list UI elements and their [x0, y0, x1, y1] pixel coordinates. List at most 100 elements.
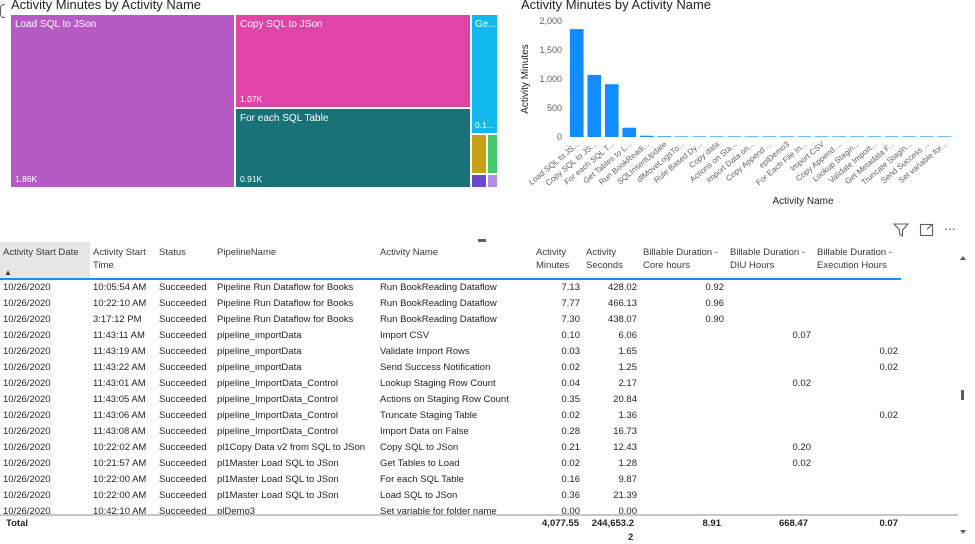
scroll-up-arrow[interactable]	[960, 256, 966, 260]
more-options-button[interactable]: ···	[944, 220, 956, 236]
column-header-activity-start-date[interactable]: Activity Start Date ▲	[0, 242, 90, 279]
treemap-cell-value: 1.07K	[240, 94, 263, 104]
bar-17[interactable]	[849, 136, 864, 137]
table-row[interactable]: 10/26/2020 10:21:57 AM Succeeded pl1Master …	[0, 456, 901, 472]
table-cell: Pipeline Run Dataflow for Books	[217, 314, 354, 325]
bar-11[interactable]	[744, 136, 759, 137]
bar-9[interactable]	[709, 136, 724, 137]
treemap-cell-small-1[interactable]	[471, 134, 487, 174]
table-row[interactable]: 10/26/2020 10:42:10 AM Succeeded plDemo3 Set…	[0, 504, 901, 520]
focus-mode-icon[interactable]	[919, 223, 935, 237]
table-row[interactable]: 10/26/2020 10:22:10 AM Succeeded Pipeline R…	[0, 296, 901, 312]
table-visual[interactable]: Activity Start Date ▲ Activity Start Tim…	[0, 242, 958, 543]
filter-icon[interactable]	[893, 223, 909, 237]
bar-6[interactable]	[657, 136, 672, 137]
visual-resize-handle[interactable]	[478, 239, 486, 242]
table-row[interactable]: 10/26/2020 11:43:22 AM Succeeded pipeline_i…	[0, 360, 901, 376]
table-row[interactable]: 10/26/2020 11:43:08 AM Succeeded pipeline_I…	[0, 424, 901, 440]
table-row[interactable]: 10/26/2020 10:05:54 AM Succeeded Pipeline R…	[0, 278, 901, 296]
bar-8[interactable]	[692, 136, 707, 137]
table-cell	[640, 344, 727, 360]
column-header-activity-minutes[interactable]: Activity Minutes	[536, 247, 570, 271]
bar-14[interactable]	[797, 136, 812, 137]
table-total-row: Total 4,077.55 244,653.2 2 8.91 668.47 0…	[0, 514, 901, 544]
bar-5[interactable]	[639, 135, 654, 137]
bar-chart-visual[interactable]: Activity Minutes by Activity Name 0 500 1,…	[515, 0, 975, 215]
table-cell: Succeeded	[156, 278, 214, 296]
treemap-cell-copy-sql-to-json[interactable]: Copy SQL to JSon 1.07K	[235, 14, 471, 108]
bar-10[interactable]	[727, 136, 742, 137]
table-cell	[727, 392, 814, 408]
bar-21[interactable]	[919, 136, 934, 137]
table-row[interactable]: 10/26/2020 10:22:02 AM Succeeded pl1Copy Da…	[0, 440, 901, 456]
table-row[interactable]: 10/26/2020 3:17:12 PM Succeeded Pipeline Ru…	[0, 312, 901, 328]
column-header-execution-hours[interactable]: Billable Duration - Execution Hours	[817, 247, 892, 271]
scroll-down-arrow[interactable]	[960, 530, 966, 534]
table-cell: 0.02	[879, 362, 899, 373]
table-cell	[814, 392, 901, 408]
table-row[interactable]: 10/26/2020 11:43:06 AM Succeeded pipeline_I…	[0, 408, 901, 424]
bar-15[interactable]	[814, 136, 829, 137]
bar-7[interactable]	[674, 136, 689, 137]
bar-4[interactable]	[622, 127, 637, 137]
table-row[interactable]: 10/26/2020 11:43:01 AM Succeeded pipeline_I…	[0, 376, 901, 392]
bar-2[interactable]	[587, 74, 602, 137]
table-cell: 2.17	[618, 378, 638, 389]
table-cell: Succeeded	[159, 330, 207, 341]
table-vertical-scrollbar[interactable]	[958, 240, 968, 540]
column-header-core-hours[interactable]: Billable Duration - Core hours	[643, 247, 718, 271]
bar-19[interactable]	[884, 136, 899, 137]
table-cell: 20.84	[613, 394, 637, 405]
table-cell: Run BookReading Dataflow	[380, 298, 497, 309]
treemap-visual[interactable]: Activity Minutes by Activity Name Load S…	[0, 0, 505, 200]
total-activity-seconds: 244,653.2	[591, 518, 634, 529]
bar-3[interactable]	[604, 84, 619, 137]
table-cell: 7.77	[561, 298, 581, 309]
table-cell: 21.39	[613, 490, 637, 501]
table-cell: 0.36	[561, 490, 581, 501]
table-header-row: Activity Start Date ▲ Activity Start Tim…	[0, 242, 901, 279]
table-horizontal-scrollbar[interactable]	[0, 514, 958, 516]
column-header-activity-start-time[interactable]: Activity Start Time	[93, 247, 146, 271]
table-cell: Actions on Staging Row Count	[380, 394, 509, 405]
column-header-activity-seconds[interactable]: Activity Seconds	[586, 247, 623, 271]
table-row[interactable]: 10/26/2020 11:43:05 AM Succeeded pipeline_I…	[0, 392, 901, 408]
bar-13[interactable]	[779, 136, 794, 137]
table-row[interactable]: 10/26/2020 10:22:00 AM Succeeded pl1Master …	[0, 472, 901, 488]
table-cell	[640, 456, 727, 472]
treemap-cell-load-sql-to-json[interactable]: Load SQL to JSon 1.86K	[10, 14, 235, 188]
table-cell: 0.92	[640, 278, 727, 296]
table-cell	[640, 440, 727, 456]
table-cell: 10/26/2020	[3, 298, 51, 309]
table-row[interactable]: 10/26/2020 11:43:11 AM Succeeded pipeline_i…	[0, 328, 901, 344]
treemap-cell-small-3[interactable]	[471, 174, 487, 188]
bar-18[interactable]	[867, 136, 882, 137]
column-header-status[interactable]: Status	[159, 247, 186, 258]
y-tick-label: 500	[547, 103, 562, 113]
table-cell: 10:21:57 AM	[93, 458, 147, 469]
bar-12[interactable]	[762, 136, 777, 137]
table-row[interactable]: 10/26/2020 11:43:19 AM Succeeded pipeline_i…	[0, 344, 901, 360]
table-row[interactable]: 10/26/2020 10:22:00 AM Succeeded pl1Master …	[0, 488, 901, 504]
bar-1[interactable]	[569, 29, 584, 137]
table-cell: 0.02	[561, 410, 581, 421]
treemap-cell-get-tables[interactable]: Ge... 0.1...	[471, 14, 498, 134]
scroll-thumb[interactable]	[961, 390, 964, 400]
table-cell: Run BookReading Dataflow	[377, 278, 533, 296]
bar-22[interactable]	[937, 136, 952, 137]
treemap-cell-small-4[interactable]	[487, 174, 498, 188]
column-header-diu-hours[interactable]: Billable Duration - DIU Hours	[730, 247, 805, 271]
treemap-cell-small-2[interactable]	[487, 134, 498, 174]
table-cell: 10/26/2020	[3, 346, 51, 357]
table-cell: 11:43:11 AM	[93, 330, 145, 341]
treemap-cell-for-each-sql-table[interactable]: For each SQL Table 0.91K	[235, 108, 471, 188]
table-cell: pipeline_importData	[217, 330, 302, 341]
table-cell	[814, 456, 901, 472]
bar-20[interactable]	[902, 136, 917, 137]
column-header-pipeline-name[interactable]: PipelineName	[217, 247, 277, 258]
table-cell: Import Data on False	[380, 426, 469, 437]
table-cell: 11:43:19 AM	[93, 346, 146, 357]
column-header-activity-name[interactable]: Activity Name	[380, 247, 439, 258]
bar-16[interactable]	[832, 136, 847, 137]
table-cell: 10:42:10 AM	[93, 506, 147, 517]
